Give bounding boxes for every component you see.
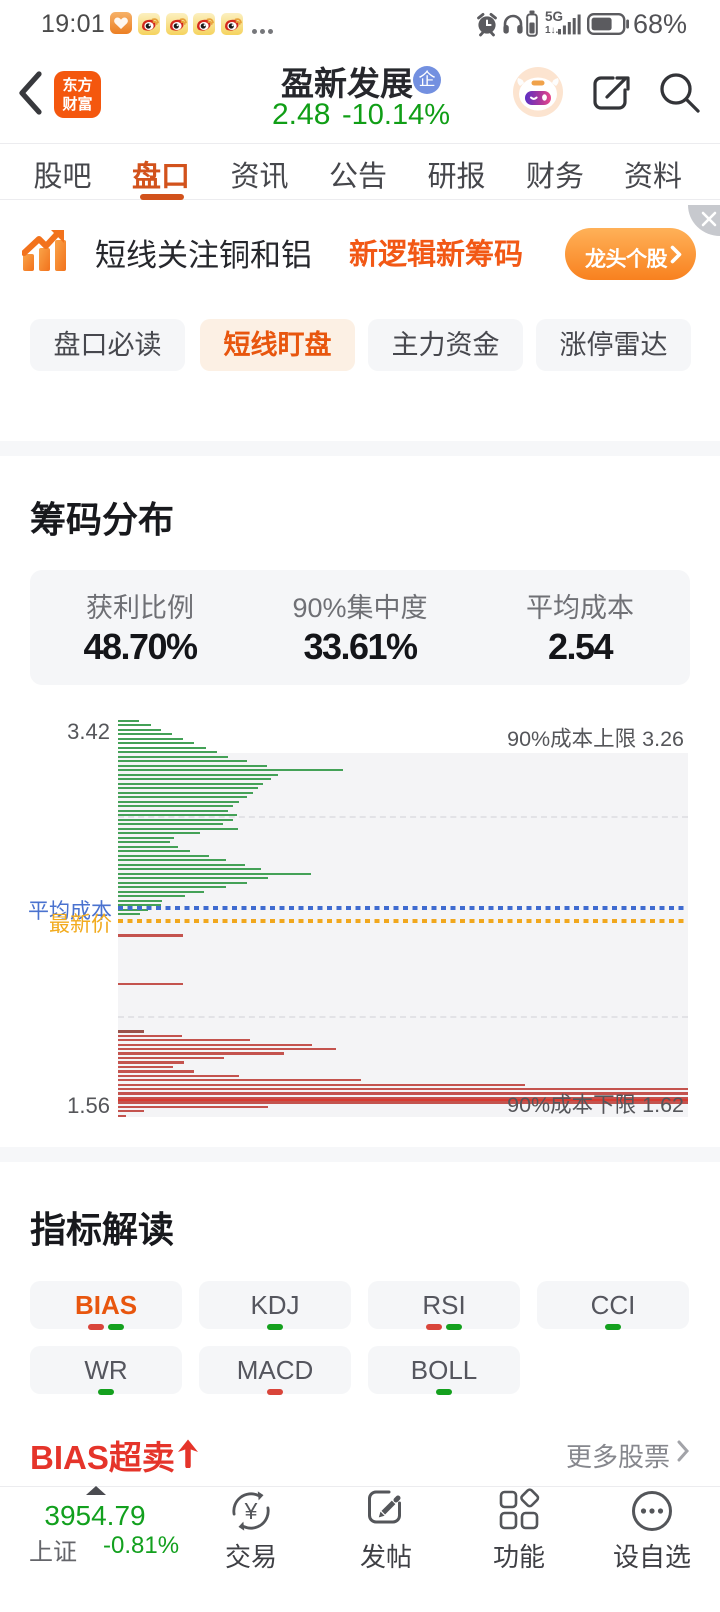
svg-text:¥: ¥ — [244, 1498, 258, 1524]
